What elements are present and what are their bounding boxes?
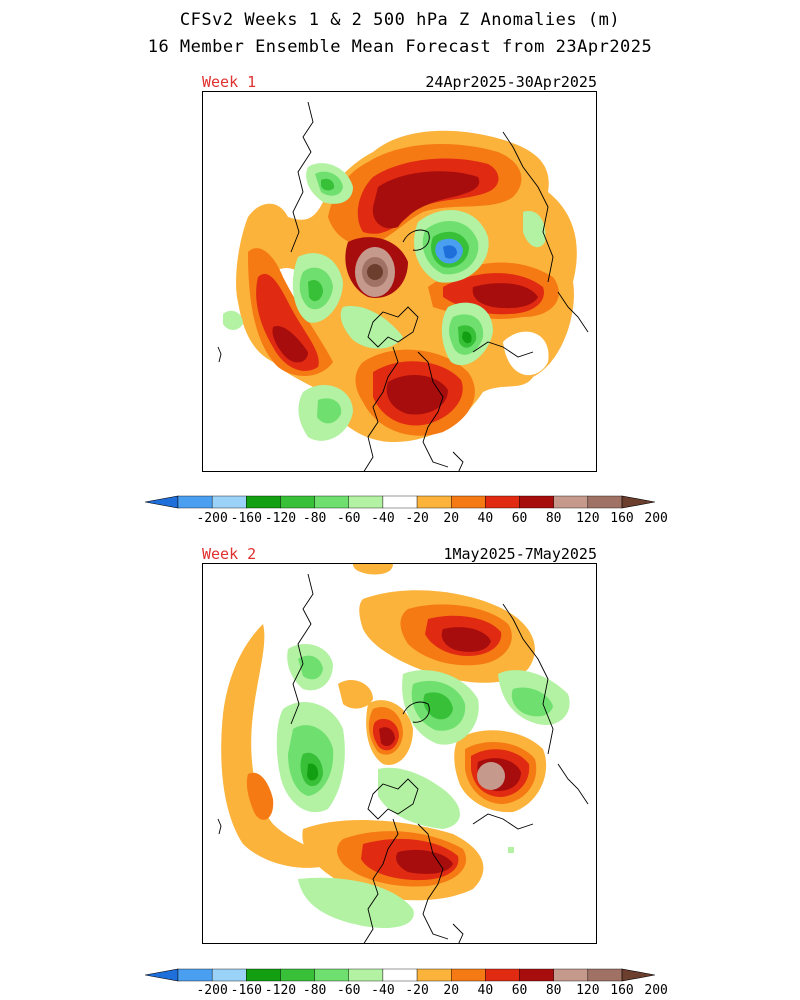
colorbar-segment [246,495,281,509]
colorbar-segment [211,495,247,509]
colorbar-right-arrow [621,495,655,509]
colorbar-segment [382,968,418,982]
colorbar-tick-label: -40 [371,983,395,998]
colorbar-tick-label: 20 [443,511,460,526]
colorbar-left-arrow [145,495,179,509]
colorbar-2 [145,968,655,982]
colorbar-segment [553,968,589,982]
colorbar-segment [519,495,554,509]
chart-title: CFSv2 Weeks 1 & 2 500 hPa Z Anomalies (m… [179,10,621,30]
colorbar-segment [587,495,623,509]
colorbar-tick-label: 160 [610,511,634,526]
colorbar-segment [211,968,247,982]
panel-1-date-range: 24Apr2025-30Apr2025 [425,73,597,91]
colorbar-segment [519,968,554,982]
week-2-anomaly-field [217,564,589,943]
colorbar-tick-label: -120 [264,511,297,526]
colorbar-tick-label: -160 [230,983,262,998]
colorbar-tick-label: 80 [545,511,562,526]
colorbar-left-arrow [145,968,179,982]
colorbar-segment [280,495,315,509]
colorbar-segment [451,495,486,509]
week-2-map [202,563,597,944]
colorbar-tick-label: 60 [511,511,528,526]
colorbar-tick-label: 120 [576,983,600,998]
colorbar-tick-label: 40 [477,983,494,998]
colorbar-tick-label: 200 [644,983,668,998]
colorbar-tick-label: -120 [264,983,297,998]
week-1-anomaly-field [217,101,589,471]
colorbar-segment [485,495,520,509]
colorbar-segment [314,495,349,509]
colorbar-tick-label: 20 [443,983,460,998]
colorbar-segment [348,968,384,982]
colorbar-right-arrow [621,968,655,982]
colorbar-tick-label: -80 [302,983,327,998]
colorbar-segment [553,495,589,509]
colorbar-segment [246,968,281,982]
colorbar-segment [314,968,349,982]
colorbar-segment [416,968,452,982]
colorbar-2-labels: -200 -160 -120 -80 -60 -40 -20 20 40 60 80 120 160 20… [145,983,667,999]
colorbar-tick-label: -60 [337,511,361,526]
colorbar-tick-label: 60 [511,983,528,998]
colorbar-segment [485,968,520,982]
chart-subtitle: 16 Member Ensemble Mean Forecast from 23… [147,37,653,57]
colorbar-tick-label: -20 [405,511,429,526]
colorbar-1 [145,495,655,509]
colorbar-segment [382,495,418,509]
panel-2-week-label: Week 2 [202,545,257,563]
colorbar-tick-label: 40 [477,511,494,526]
colorbar-tick-label: -160 [230,511,262,526]
colorbar-tick-label: -200 [196,511,228,526]
colorbar-1-labels: -200 -160 -120 -80 -60 -40 -20 20 40 60 80 120 160 20… [145,511,667,527]
colorbar-tick-label: -40 [371,511,395,526]
colorbar-segment [177,968,213,982]
panel-2-date-range: 1May2025-7May2025 [443,545,597,563]
colorbar-tick-label: -20 [405,983,429,998]
colorbar-segment [587,968,623,982]
colorbar-segment [416,495,452,509]
colorbar-tick-label: -80 [302,511,327,526]
panel-1-week-label: Week 1 [202,73,257,91]
colorbar-segment [348,495,384,509]
coastlines [217,101,589,471]
colorbar-segment [451,968,486,982]
colorbar-tick-label: 200 [644,511,668,526]
colorbar-tick-label: 120 [576,511,600,526]
week-1-map [202,91,597,472]
coastlines [217,573,589,943]
colorbar-tick-label: 160 [610,983,634,998]
colorbar-segment [177,495,213,509]
colorbar-tick-label: -200 [196,983,228,998]
colorbar-tick-label: -60 [337,983,361,998]
colorbar-segment [280,968,315,982]
colorbar-tick-label: 80 [545,983,562,998]
